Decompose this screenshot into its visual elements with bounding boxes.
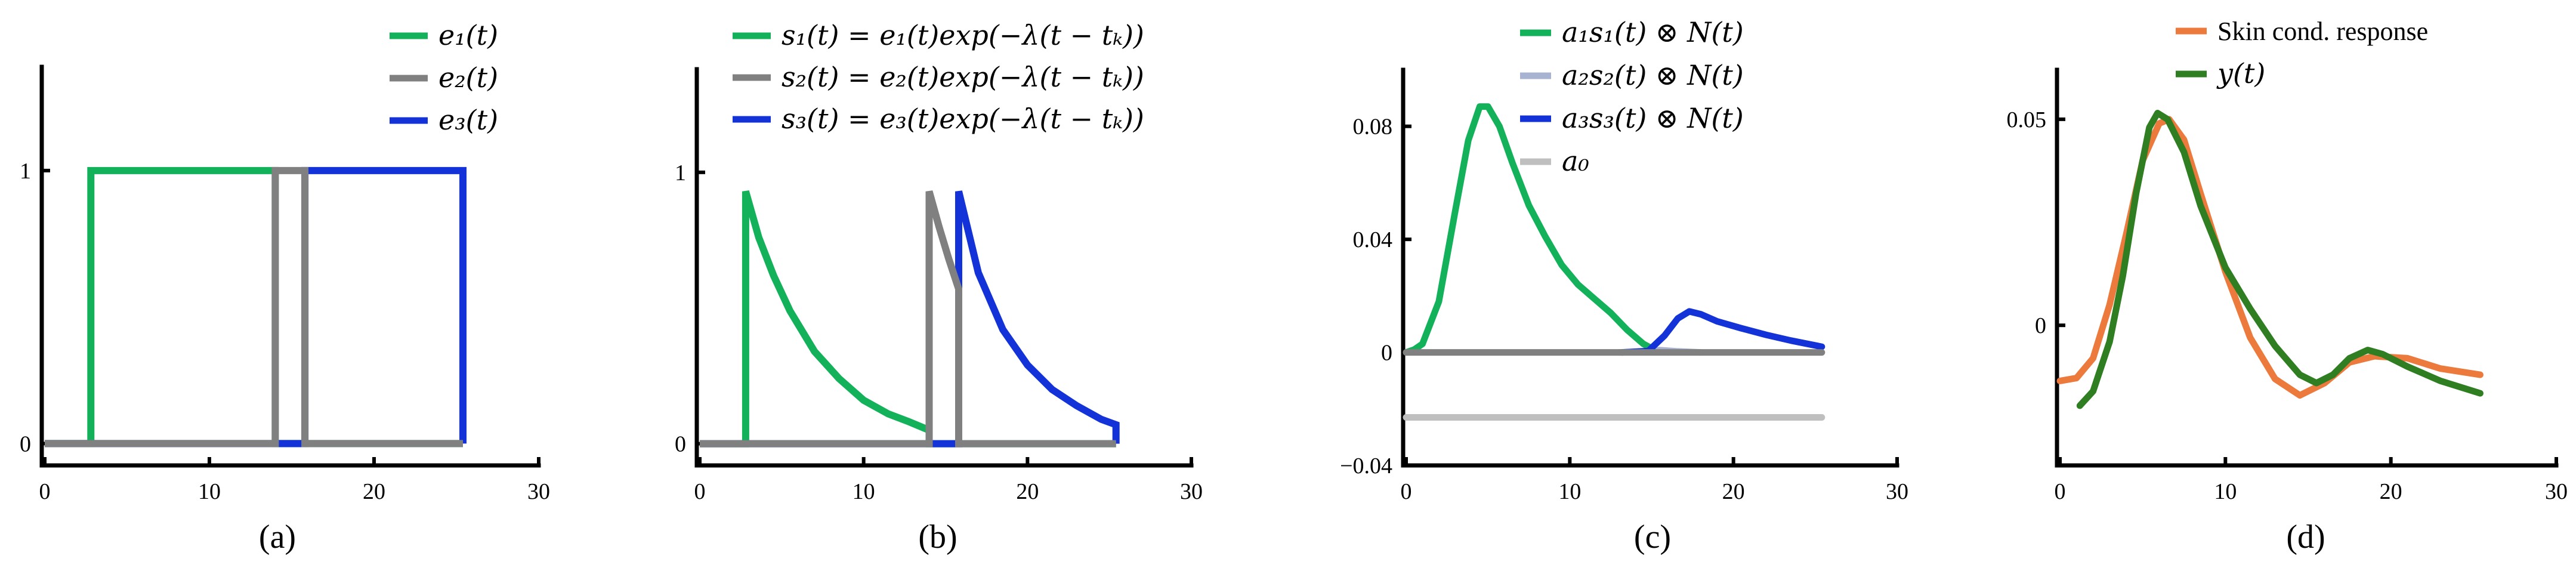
y-tick-label: 0 [675, 432, 686, 457]
x-tick-label: 20 [363, 479, 385, 504]
series-line-e-t- [45, 166, 463, 448]
x-tick-label: 30 [527, 479, 550, 504]
panel-label: (d) [2286, 519, 2325, 556]
legend-entry: a₂s₂(t) ⊗ N(t) [1562, 59, 1744, 91]
legend-entry: a₃s₃(t) ⊗ N(t) [1562, 102, 1744, 134]
y-tick-label: 1 [675, 161, 686, 186]
x-tick-label: 20 [1016, 479, 1039, 504]
series-line-a-s-t-n-t- [1403, 103, 1672, 356]
x-tick-label: 30 [2545, 479, 2568, 504]
x-tick-label: 10 [1558, 479, 1581, 504]
y-tick-label: 1 [20, 159, 31, 184]
panel-label: (a) [259, 519, 296, 556]
x-tick-label: 10 [853, 479, 875, 504]
series-line-s-t- [700, 190, 1116, 448]
x-tick-label: 0 [1401, 479, 1412, 504]
series-line-e-t- [45, 166, 467, 448]
y-tick-label: 0 [1381, 341, 1392, 366]
series-line-e-t- [45, 166, 463, 448]
panel-d: 0 10 20 30 0 0.05 Skin cond. response y(t) (d) [2007, 17, 2568, 556]
legend-entry: s₂(t) = e₂(t)exp(−λ(t − tₖ)) [782, 61, 1144, 93]
y-tick-label: 0 [2035, 313, 2046, 338]
x-tick-label: 0 [2055, 479, 2066, 504]
legend-entry: a₁s₁(t) ⊗ N(t) [1562, 16, 1744, 48]
legend-entry: a₀ [1562, 145, 1589, 177]
legend-entry: s₁(t) = e₁(t)exp(−λ(t − tₖ)) [782, 19, 1144, 51]
x-tick-label: 0 [39, 479, 51, 504]
panel-a: 0 10 20 30 0 1 e₁(t) e₂(t) e₃(t) (a) [20, 19, 550, 556]
y-tick-label: 0.05 [2007, 107, 2047, 132]
series-line-s-t- [700, 190, 1120, 448]
y-tick-label: 0 [20, 431, 31, 456]
legend-entry: e₂(t) [438, 61, 498, 94]
x-tick-label: 10 [2214, 479, 2237, 504]
series-line-a-s-t-n-t- [1619, 308, 1826, 356]
series-line-s-t- [700, 190, 1116, 448]
x-tick-label: 30 [1886, 479, 1908, 504]
x-tick-label: 30 [1180, 479, 1203, 504]
legend-entry: e₁(t) [438, 19, 498, 51]
legend-entry: e₃(t) [438, 104, 498, 136]
x-tick-label: 20 [1722, 479, 1745, 504]
panel-b: 0 10 20 30 0 1 s₁(t) = e₁(t)exp(−λ(t − tₖ)) s₂(… [675, 19, 1203, 556]
x-tick-label: 20 [2380, 479, 2402, 504]
x-tick-label: 10 [198, 479, 221, 504]
legend-entry: s₃(t) = e₃(t)exp(−λ(t − tₖ)) [782, 103, 1144, 135]
series-line-y-t- [2076, 110, 2484, 409]
y-tick-label: −0.04 [1340, 453, 1392, 479]
x-tick-label: 0 [694, 479, 706, 504]
y-tick-label: 0.08 [1353, 115, 1393, 140]
y-tick-label: 0.04 [1353, 227, 1393, 252]
panel-label: (c) [1634, 519, 1671, 556]
legend-entry: Skin cond. response [2217, 17, 2428, 46]
panel-label: (b) [918, 519, 957, 556]
legend-entry: y(t) [2216, 57, 2265, 90]
panel-c: 0 10 20 30 −0.04 0 0.04 0.08 a₁s₁(t) ⊗ N(t) a₂s₂(… [1340, 16, 1908, 556]
